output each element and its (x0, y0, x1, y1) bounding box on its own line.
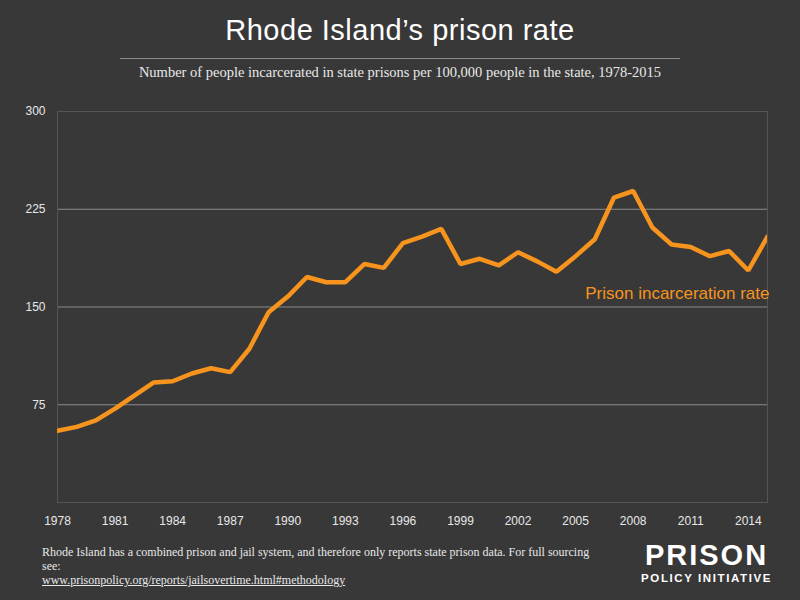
svg-text:1999: 1999 (447, 514, 474, 528)
svg-text:1984: 1984 (159, 514, 186, 528)
svg-text:300: 300 (25, 104, 45, 118)
html-text:www.prisonpolicy.org/reports/j: www.prisonpolicy.org/reports/jailsoverti… (42, 573, 346, 587)
svg-text:Prison incarceration rate: Prison incarceration rate (585, 284, 769, 303)
svg-text:1990: 1990 (274, 514, 301, 528)
svg-text:2005: 2005 (562, 514, 589, 528)
svg-text:1978: 1978 (44, 514, 71, 528)
html-text:Rhode Island’s prison rate: Rhode Island’s prison rate (225, 14, 575, 46)
svg-text:1996: 1996 (390, 514, 417, 528)
svg-text:2008: 2008 (620, 514, 647, 528)
svg-text:75: 75 (32, 398, 46, 412)
svg-text:2014: 2014 (735, 514, 762, 528)
svg-text:1981: 1981 (102, 514, 129, 528)
svg-text:1987: 1987 (217, 514, 244, 528)
html-text:Rhode Island has a combined pr: Rhode Island has a combined prison and j… (42, 545, 590, 573)
svg-text:225: 225 (25, 202, 45, 216)
svg-text:2011: 2011 (678, 514, 704, 528)
svg-text:2002: 2002 (505, 514, 532, 528)
svg-text:1993: 1993 (332, 514, 359, 528)
svg-text:150: 150 (25, 300, 45, 314)
html-text:PRISON: PRISON (644, 539, 769, 571)
html-text:Number of people incarcerated: Number of people incarcerated in state p… (138, 64, 662, 80)
html-text:POLICY INITIATIVE: POLICY INITIATIVE (641, 572, 772, 584)
